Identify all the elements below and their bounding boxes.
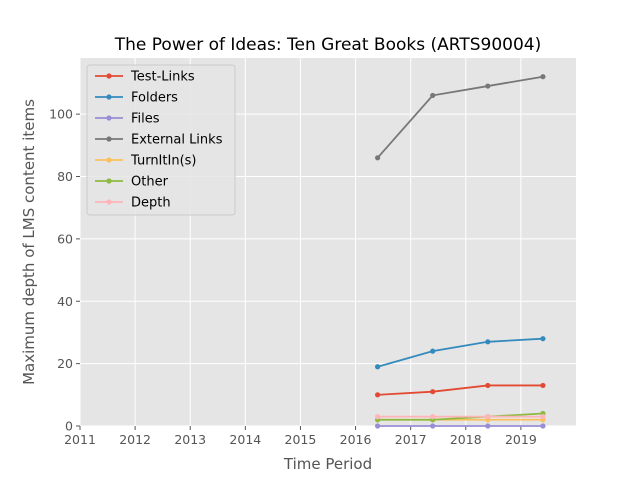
x-tick-label: 2014 — [229, 432, 261, 447]
y-tick-label: 100 — [49, 107, 73, 122]
series-external-links — [375, 74, 546, 161]
data-point-test-links — [375, 392, 381, 398]
x-tick-label: 2013 — [174, 432, 206, 447]
y-tick-label: 40 — [57, 294, 73, 309]
data-point-depth — [375, 414, 381, 420]
legend-marker — [106, 178, 112, 184]
series-depth — [375, 414, 546, 420]
x-tick-label: 2015 — [285, 432, 317, 447]
data-point-depth — [540, 414, 546, 420]
x-tick-label: 2017 — [395, 432, 427, 447]
legend-item-turnitin-s: TurnItIn(s) — [95, 154, 196, 169]
series-lines — [375, 74, 546, 429]
series-test-links — [375, 382, 546, 398]
y-tick-label: 60 — [57, 231, 73, 246]
legend-label: Folders — [131, 91, 178, 106]
data-point-external-links — [430, 92, 436, 99]
y-tick-label: 0 — [65, 419, 73, 434]
data-point-folders — [540, 336, 546, 342]
series-line-other — [377, 412, 543, 421]
legend-marker — [106, 115, 112, 121]
x-tick-label: 2012 — [119, 432, 151, 447]
series-line-test-links — [377, 384, 543, 396]
legend-label: Other — [131, 175, 169, 190]
data-point-external-links — [540, 74, 546, 80]
x-tick-label: 2018 — [450, 432, 482, 447]
legend-label: External Links — [131, 133, 223, 148]
axis-ticks: 2011 2012 2013 2014 2015 2016 2017 2018 2019 0 20 4… — [49, 107, 537, 447]
data-point-files — [430, 423, 436, 429]
legend-item-depth: Depth — [95, 196, 171, 211]
legend-item-test-links: Test-Links — [95, 70, 195, 85]
data-point-test-links — [430, 389, 436, 395]
legend-marker — [106, 94, 112, 100]
data-point-test-links — [540, 382, 546, 389]
data-point-folders — [375, 364, 381, 370]
series-files — [375, 423, 546, 429]
data-point-external-links — [375, 155, 381, 161]
legend-label: Files — [131, 112, 160, 127]
data-point-test-links — [485, 382, 491, 389]
legend-item-files: Files — [95, 112, 160, 127]
data-point-folders — [485, 339, 491, 345]
series-line-external-links — [376, 75, 544, 159]
data-point-external-links — [485, 83, 491, 89]
series-folders — [375, 336, 546, 370]
x-tick-label: 2011 — [64, 432, 96, 447]
data-point-depth — [430, 414, 436, 420]
legend-marker — [106, 73, 112, 79]
x-axis-label: Time Period — [283, 455, 372, 473]
data-point-folders — [430, 348, 436, 354]
legend-item-folders: Folders — [95, 91, 178, 106]
series-line-folders — [377, 337, 543, 368]
chart-title: The Power of Ideas: Ten Great Books (ART… — [114, 35, 541, 55]
data-point-files — [375, 423, 381, 429]
x-tick-label: 2016 — [340, 432, 372, 447]
x-tick-label: 2019 — [505, 432, 537, 447]
y-tick-label: 80 — [57, 169, 73, 184]
y-axis-label: Maximum depth of LMS content items — [20, 99, 38, 385]
legend-marker — [106, 199, 112, 205]
legend-marker — [106, 157, 112, 163]
data-point-files — [540, 423, 546, 429]
data-point-files — [485, 423, 491, 429]
legend-marker — [106, 136, 112, 142]
legend-box — [86, 64, 236, 216]
y-tick-label: 20 — [57, 356, 73, 371]
legend-item-other: Other — [95, 175, 169, 190]
legend-label: TurnItIn(s) — [130, 154, 196, 169]
legend-label: Depth — [131, 196, 171, 211]
legend: Test-Links Folders Files External Links Turn… — [86, 64, 236, 216]
legend-label: Test-Links — [130, 70, 195, 85]
data-point-depth — [485, 414, 491, 420]
legend-item-external-links: External Links — [95, 133, 223, 148]
